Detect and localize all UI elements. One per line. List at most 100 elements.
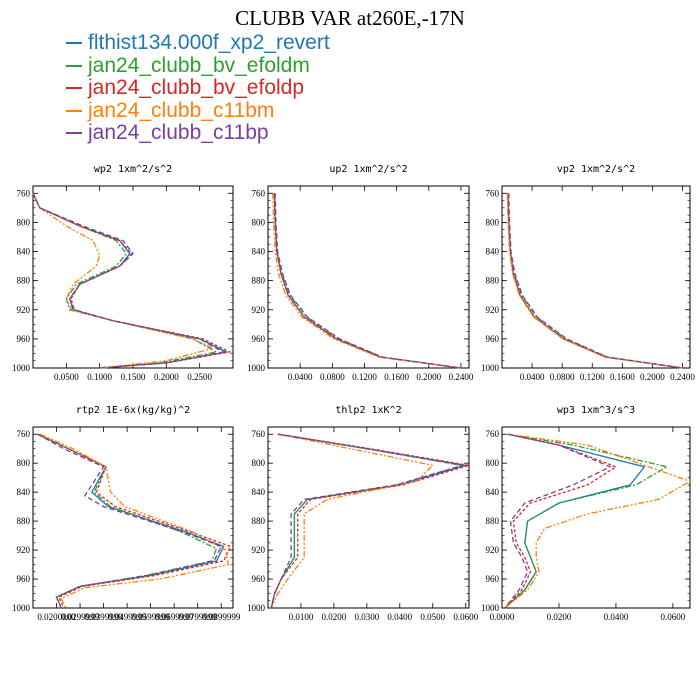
x-tick-label: 0.0400 — [520, 372, 545, 382]
series-line — [32, 193, 215, 369]
chart-panel: wp3 1xm^3/s^3 760 800 840 880 920 960 10000.000… — [481, 405, 692, 622]
y-tick-label: 960 — [486, 334, 500, 344]
y-tick-label: 840 — [486, 247, 500, 257]
x-tick-label: 0.2000 — [154, 372, 179, 382]
x-tick-label: 0.0500 — [54, 372, 79, 382]
legend-item: jan24_clubb_bv_efoldp — [66, 76, 330, 100]
series-line — [32, 193, 232, 369]
legend-label: jan24_clubb_c11bm — [88, 98, 275, 122]
series-line — [507, 193, 683, 369]
legend-item: jan24_clubb_c11bm — [66, 98, 330, 123]
x-tick-label: 0.1200 — [352, 372, 377, 382]
series-line — [273, 193, 462, 369]
y-tick-label: 1000 — [247, 603, 266, 613]
x-tick-label: 0.0400 — [288, 372, 313, 382]
x-tick-label: 0.0800 — [550, 372, 575, 382]
y-tick-label: 760 — [486, 188, 500, 198]
x-tick-label: 0.0299999 — [61, 612, 100, 622]
panel-title: wp2 1xm^2/s^2 — [94, 164, 172, 175]
legend-label: jan24_clubb_bv_efoldp — [88, 76, 305, 99]
x-tick-label: 0.0600 — [453, 612, 478, 622]
plot-frame — [501, 426, 691, 609]
legend-swatch — [66, 64, 82, 67]
y-tick-label: 880 — [486, 516, 500, 526]
legend-swatch — [66, 132, 82, 135]
y-tick-label: 920 — [17, 305, 31, 315]
y-tick-label: 960 — [252, 334, 266, 344]
x-tick-label: 0.2400 — [670, 372, 695, 382]
panel-title: rtp2 1E-6x(kg/kg)^2 — [76, 405, 190, 416]
chart-panel: wp2 1xm^2/s^2 760 800 840 880 920 960 1000 0.050… — [12, 164, 234, 382]
x-tick-label: 0.0800 — [320, 372, 345, 382]
x-tick-label: 0.0699999 — [155, 612, 194, 622]
panel-title: vp2 1xm^2/s^2 — [557, 164, 635, 175]
y-tick-label: 840 — [17, 247, 31, 257]
legend-item: flthist134.000f_xp2_revert — [66, 31, 330, 55]
legend-label: jan24_clubb_bv_efoldm — [88, 53, 310, 77]
x-tick-label: 0.0200 — [547, 612, 572, 622]
chart-panel: rtp2 1E-6x(kg/kg)^2 760 800 840 880 920 960 100… — [12, 405, 241, 622]
y-tick-label: 800 — [252, 217, 266, 227]
x-tick-label: 0.0300 — [354, 612, 379, 622]
y-tick-label: 920 — [17, 545, 31, 555]
y-tick-label: 880 — [252, 276, 266, 286]
x-tick-label: 0.1500 — [121, 372, 146, 382]
series-line — [37, 433, 223, 609]
series-line — [39, 433, 230, 609]
x-tick-label: 0.0799999 — [179, 612, 218, 622]
x-tick-label: 0.2500 — [187, 372, 212, 382]
y-tick-label: 800 — [486, 458, 500, 468]
y-tick-label: 800 — [486, 217, 500, 227]
y-tick-label: 1000 — [12, 363, 31, 373]
x-tick-label: 0.2000 — [640, 372, 665, 382]
series-line — [507, 193, 683, 369]
chart-panel: thlp2 1xK^2 760 800 840 880 920 960 1000 0.0100 0… — [247, 405, 479, 622]
x-tick-label: 0.0400 — [604, 612, 629, 622]
plot-frame — [32, 426, 234, 609]
legend: flthist134.000f_xp2_revert jan24_clubb_b… — [66, 31, 330, 145]
x-tick-label: 0.0200000 — [37, 612, 76, 622]
y-tick-label: 840 — [17, 487, 31, 497]
x-tick-label: 0.0599999 — [132, 612, 171, 622]
series-line — [272, 193, 462, 369]
y-tick-label: 960 — [17, 334, 31, 344]
x-tick-label: 0.1200 — [580, 372, 605, 382]
y-tick-label: 880 — [17, 276, 31, 286]
panel-title: thlp2 1xK^2 — [335, 405, 401, 416]
y-tick-label: 920 — [486, 545, 500, 555]
x-tick-label: 0.0000 — [490, 612, 515, 622]
x-tick-label: 0.1000 — [87, 372, 112, 382]
y-tick-label: 960 — [486, 574, 500, 584]
x-tick-label: 0.1600 — [384, 372, 409, 382]
y-tick-label: 1000 — [12, 603, 31, 613]
series-line — [507, 193, 683, 369]
legend-swatch — [66, 87, 82, 90]
y-tick-label: 760 — [252, 429, 266, 439]
series-line — [32, 193, 219, 369]
legend-label: jan24_clubb_c11bp — [88, 121, 269, 144]
x-tick-label: 0.0399999 — [84, 612, 123, 622]
series-line — [37, 433, 218, 609]
series-line — [37, 433, 232, 609]
y-tick-label: 960 — [17, 574, 31, 584]
y-tick-label: 760 — [486, 429, 500, 439]
panel-title: up2 1xm^2/s^2 — [329, 164, 407, 175]
x-tick-label: 0.2400 — [449, 372, 474, 382]
y-tick-label: 760 — [17, 188, 31, 198]
y-tick-label: 1000 — [247, 363, 266, 373]
series-line — [273, 193, 462, 369]
chart-panel: vp2 1xm^2/s^2 760 800 840 880 920 960 1000 0.040… — [481, 164, 695, 382]
series-line — [273, 193, 462, 369]
series-line — [506, 193, 683, 369]
x-tick-label: 0.0899999 — [202, 612, 241, 622]
series-line — [32, 193, 225, 369]
legend-swatch — [66, 42, 82, 45]
series-line — [270, 433, 463, 609]
y-tick-label: 1000 — [481, 603, 500, 613]
y-tick-label: 920 — [252, 305, 266, 315]
y-tick-label: 840 — [252, 487, 266, 497]
series-line — [504, 433, 612, 609]
chart-panel: up2 1xm^2/s^2 760 800 840 880 920 960 1000 0.040… — [247, 164, 474, 382]
y-tick-label: 880 — [17, 516, 31, 526]
series-line — [270, 433, 470, 609]
